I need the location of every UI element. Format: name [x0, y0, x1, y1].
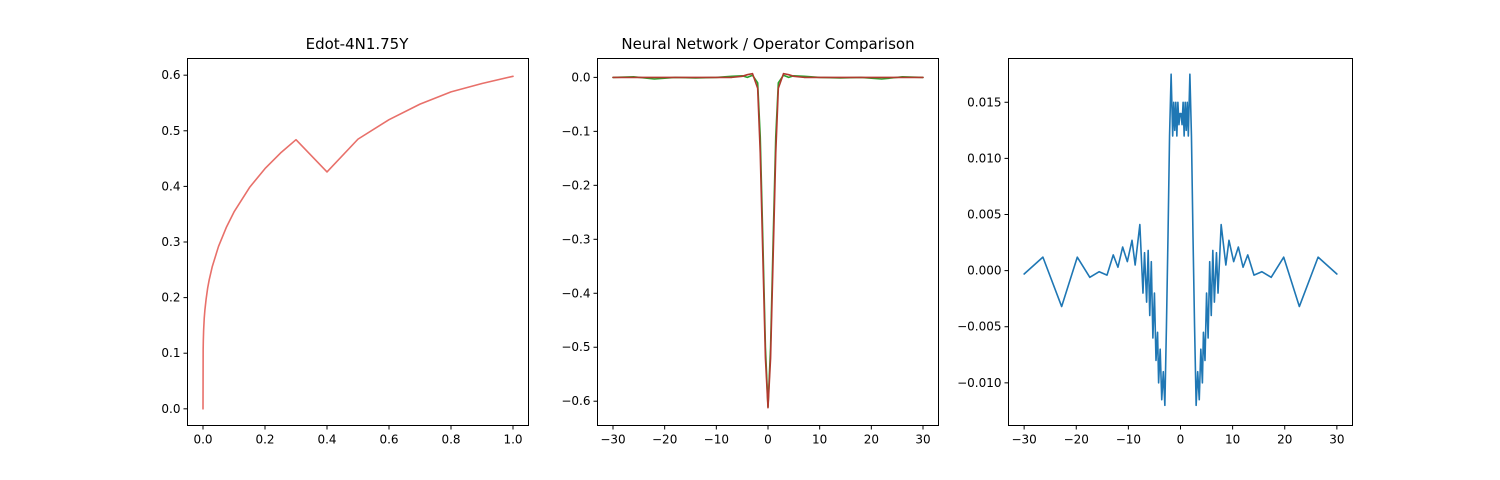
- y-tick-label: 0.1: [161, 346, 180, 360]
- x-tick-label: 30: [1329, 433, 1344, 447]
- y-tick-label: 0.010: [967, 151, 1001, 165]
- x-tick-label: 0: [764, 433, 772, 447]
- chart-panel-1: Edot-4N1.75Y 0.0 0.2 0.4 0.6 0.8 1.0 0.00.10.…: [161, 35, 529, 447]
- x-tick-label: 10: [812, 433, 827, 447]
- chart-2-series-line-2: [612, 72, 924, 409]
- x-tick-label: −30: [600, 433, 625, 447]
- y-tick-label: 0.6: [161, 68, 180, 82]
- x-tick-label: −20: [1064, 433, 1089, 447]
- y-tick-label: −0.4: [561, 286, 590, 300]
- x-tick-label: 30: [915, 433, 930, 447]
- chart-panel-3: −30 −20 −10 0 10 20 30 0.015 0.010 0.005 0.000 −0.…: [957, 58, 1353, 447]
- x-tick-label: 0.8: [441, 433, 460, 447]
- chart-1-x-axis: 0.0 0.2 0.4 0.6 0.8 1.0: [193, 425, 523, 447]
- chart-2-title: Neural Network / Operator Comparison: [621, 35, 914, 53]
- x-tick-label: −20: [652, 433, 677, 447]
- y-tick-label: 0.4: [161, 179, 180, 193]
- y-tick-label: 0.2: [161, 291, 180, 305]
- chart-2-x-axis: −30 −20 −10 0 10 20 30: [600, 425, 931, 447]
- x-tick-label: 0.2: [255, 433, 274, 447]
- y-tick-label: 0.5: [161, 124, 180, 138]
- x-tick-label: −30: [1011, 433, 1036, 447]
- y-tick-label: 0.0: [161, 402, 180, 416]
- y-tick-label: −0.1: [561, 124, 590, 138]
- y-tick-label: −0.5: [561, 340, 590, 354]
- chart-3-y-axis: 0.015 0.010 0.005 0.000 −0.005 −0.010: [957, 95, 1009, 390]
- x-tick-label: 0.6: [379, 433, 398, 447]
- x-tick-label: 0.0: [193, 433, 212, 447]
- chart-1-title: Edot-4N1.75Y: [306, 35, 410, 53]
- y-tick-label: −0.010: [957, 376, 1001, 390]
- x-tick-label: −10: [1116, 433, 1141, 447]
- x-tick-label: 10: [1225, 433, 1240, 447]
- chart-1-series-line-1: [202, 75, 514, 410]
- chart-3-series-line-1: [1023, 73, 1338, 407]
- chart-1-y-axis: 0.0 0.1 0.2 0.3 0.4 0.5 0.6: [161, 68, 188, 416]
- chart-2-y-axis: 0.0 −0.1 −0.2 −0.3 −0.4 −0.5 −0.6: [561, 70, 598, 408]
- y-tick-label: 0.005: [967, 208, 1001, 222]
- chart-2-series-layer: [612, 72, 924, 409]
- y-tick-label: −0.3: [561, 232, 590, 246]
- y-tick-label: −0.005: [957, 320, 1001, 334]
- y-tick-label: 0.000: [967, 264, 1001, 278]
- y-tick-label: −0.2: [561, 178, 590, 192]
- x-tick-label: 0.4: [317, 433, 336, 447]
- x-tick-label: −10: [704, 433, 729, 447]
- chart-3-series-layer: [1023, 73, 1338, 407]
- chart-1-series-layer: [202, 75, 514, 410]
- x-tick-label: 20: [1277, 433, 1292, 447]
- x-tick-label: 1.0: [503, 433, 522, 447]
- chart-3-x-axis: −30 −20 −10 0 10 20 30: [1011, 425, 1345, 447]
- y-tick-label: −0.6: [561, 394, 590, 408]
- chart-panel-2: Neural Network / Operator Comparison −30…: [561, 35, 939, 447]
- x-tick-label: 0: [1177, 433, 1185, 447]
- y-tick-label: 0.015: [967, 95, 1001, 109]
- y-tick-label: 0.3: [161, 235, 180, 249]
- x-tick-label: 20: [864, 433, 879, 447]
- y-tick-label: 0.0: [571, 70, 590, 84]
